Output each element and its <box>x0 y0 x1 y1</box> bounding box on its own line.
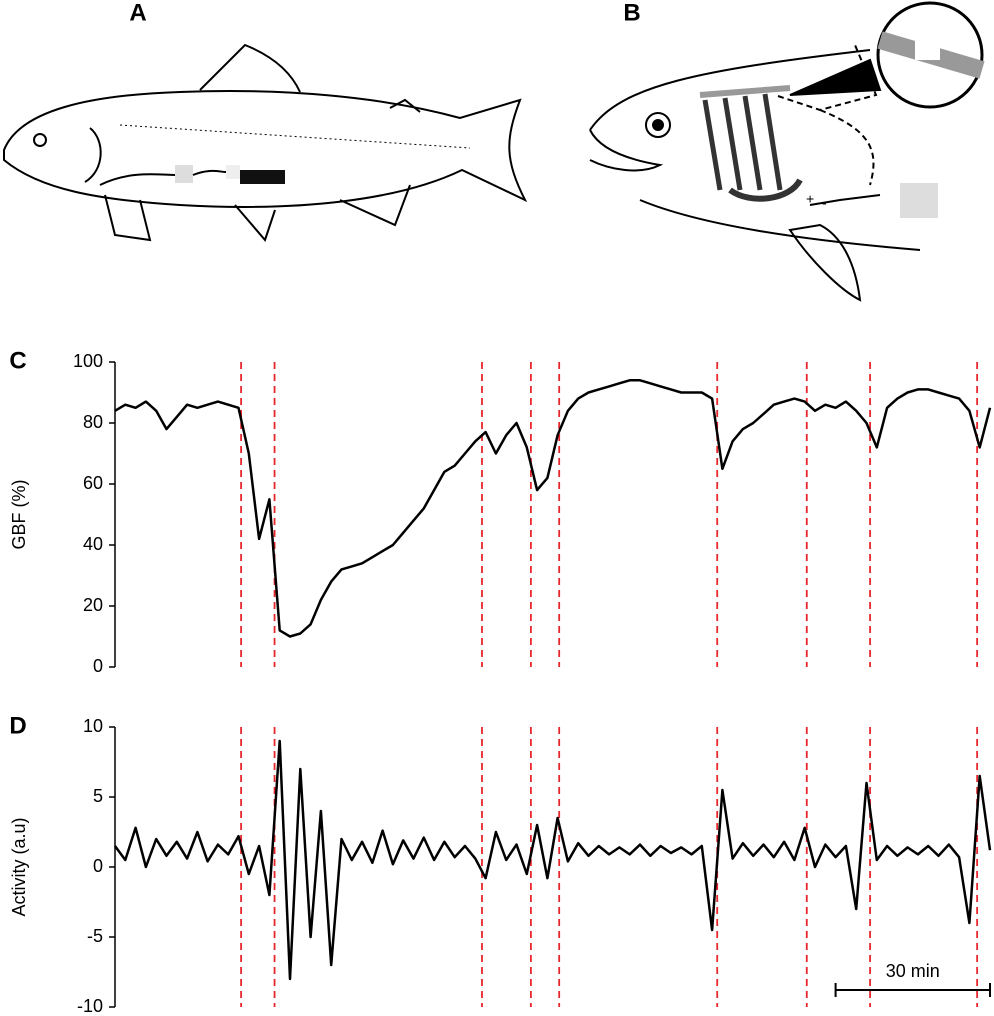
fish-head-illustration <box>589 1 985 302</box>
y-tick-label: 0 <box>93 856 103 876</box>
y-axis-label: GBF (%) <box>9 480 29 550</box>
y-tick-label: 20 <box>83 595 103 615</box>
y-tick-label: -5 <box>87 926 103 946</box>
panel-label: A <box>129 0 146 26</box>
polarity-label: + <box>806 191 814 207</box>
panel-label: D <box>9 712 26 739</box>
fish-illustration <box>3 43 528 242</box>
data-line <box>114 379 992 638</box>
y-axis-label: Activity (a.u) <box>9 817 29 916</box>
panel-label: C <box>9 347 26 374</box>
y-tick-label: 10 <box>83 716 103 736</box>
y-tick-label: 5 <box>93 786 103 806</box>
polarity-label: - <box>822 195 827 211</box>
y-tick-label: 60 <box>83 473 103 493</box>
y-tick-label: 40 <box>83 534 103 554</box>
data-line <box>113 739 992 981</box>
scale-bar-label: 30 min <box>886 961 940 981</box>
y-tick-label: 80 <box>83 412 103 432</box>
y-tick-label: 0 <box>93 656 103 676</box>
y-tick-label: 100 <box>73 351 103 371</box>
y-tick-label: -10 <box>77 996 103 1016</box>
panel-label: B <box>623 0 640 26</box>
